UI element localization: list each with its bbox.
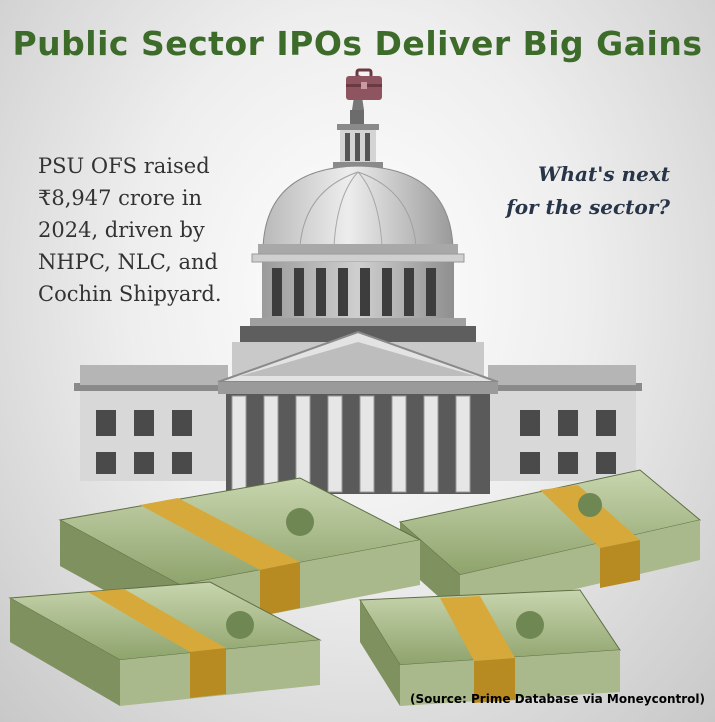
briefcase-icon xyxy=(345,68,382,100)
psu-ofs-summary: PSU OFS raised ₹8,947 crore in 2024, dri… xyxy=(38,154,222,306)
money-stack-icon xyxy=(359,589,621,706)
source-note: (Source: Prime Database via Moneycontrol… xyxy=(409,692,705,706)
title-text: Public Sector IPOs Deliver Big Gains xyxy=(12,24,703,63)
page-title: Public Sector IPOs Deliver Big Gains xyxy=(0,22,715,102)
money-stack-icon xyxy=(8,581,322,706)
next-for-sector-question: What's next for the sector? xyxy=(506,162,670,219)
